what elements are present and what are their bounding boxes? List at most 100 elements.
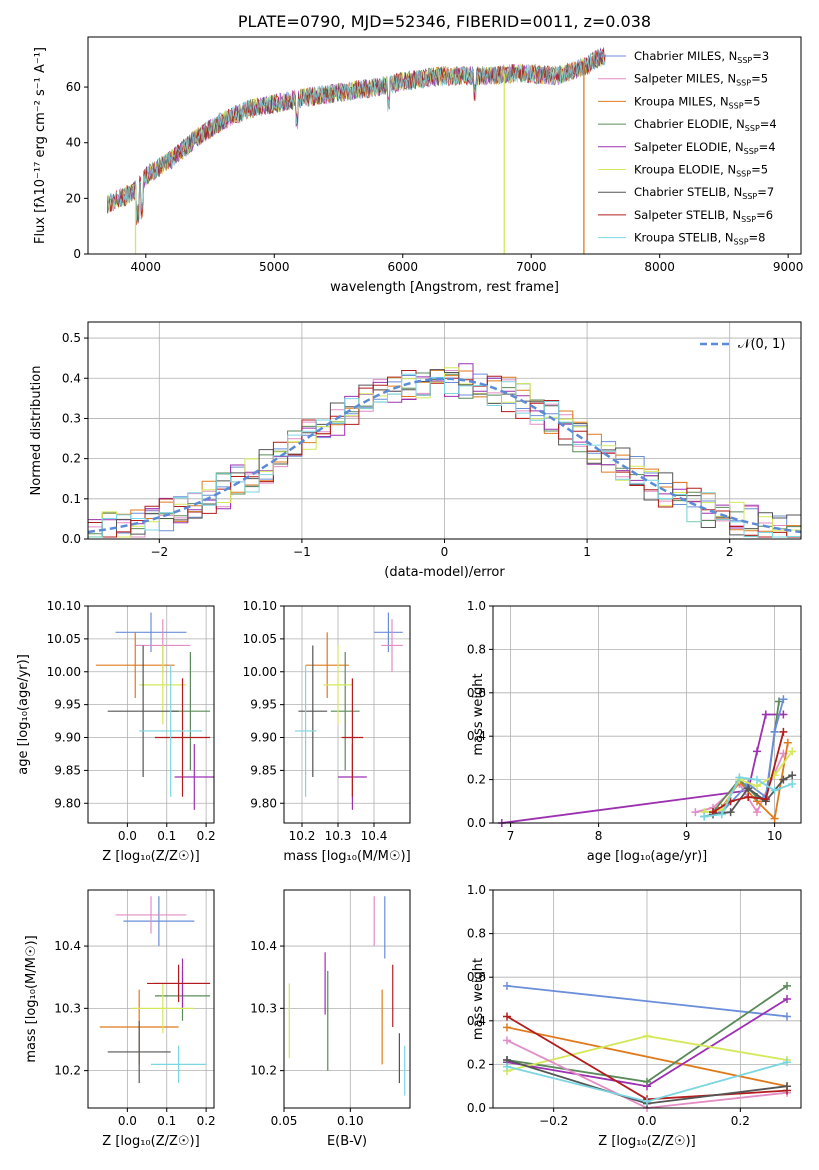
weight-marker <box>770 814 779 823</box>
weight-marker <box>770 786 779 795</box>
x-tick-label: 0.0 <box>118 829 137 843</box>
y-tick-label: 10.2 <box>250 1064 277 1078</box>
x-tick-label: 0.05 <box>271 1114 298 1128</box>
x-tick-label: 8 <box>595 829 603 843</box>
weight-marker <box>783 738 792 747</box>
y-tick-label: 10.2 <box>54 1064 81 1078</box>
spectrum-line <box>107 47 605 224</box>
y-axis-label: mass [log₁₀(M/M☉)] <box>24 935 39 1062</box>
x-tick-label: 0.2 <box>197 829 216 843</box>
mass-vs-z-axes <box>84 890 214 1112</box>
x-tick-label: 0.2 <box>197 1114 216 1128</box>
gaussian-curve <box>87 377 802 534</box>
legend-entry: Chabrier ELODIE, NSSP=4 <box>634 117 777 133</box>
x-axis-label: mass [log₁₀(M/M☉)] <box>283 849 410 864</box>
weight-marker <box>783 981 791 990</box>
y-tick-label: 0.2 <box>62 452 81 466</box>
y-tick-label: 1.0 <box>467 599 486 613</box>
spectrum-axes <box>84 86 789 258</box>
legend-entry: Kroupa STELIB, NSSP=8 <box>634 231 765 247</box>
x-tick-label: −0.2 <box>539 1114 568 1128</box>
y-tick-label: 0.3 <box>62 411 81 425</box>
x-tick-label: 0.1 <box>157 829 176 843</box>
x-tick-label: 10.4 <box>361 829 388 843</box>
axes-frame <box>492 889 802 1109</box>
weight-marker <box>761 795 770 804</box>
x-axis-label: (data-model)/error <box>384 565 505 580</box>
weight-marker <box>503 1036 511 1045</box>
y-axis-label: mass weight <box>471 958 486 1040</box>
y-tick-label: 10.4 <box>54 939 81 953</box>
y-tick-label: 0.4 <box>467 1014 486 1028</box>
weight-marker <box>503 1023 511 1032</box>
weight-marker <box>788 771 797 780</box>
weight-marker <box>744 784 753 793</box>
axes-frame <box>492 605 802 824</box>
y-tick-label: 20 <box>66 191 81 205</box>
x-tick-label: 0.0 <box>118 1114 137 1128</box>
x-tick-label: 0.0 <box>637 1114 656 1128</box>
x-tick-label: 9000 <box>773 260 804 274</box>
weight-line <box>501 713 784 824</box>
axes-frame <box>87 36 802 255</box>
x-tick-label: −1 <box>293 545 311 559</box>
weight-marker <box>735 773 744 782</box>
x-tick-label: 1 <box>583 545 591 559</box>
legend-entry: Chabrier STELIB, NSSP=7 <box>634 185 774 201</box>
axes-frame <box>87 889 215 1109</box>
histogram-series <box>88 367 801 538</box>
x-tick-label: 10.3 <box>325 829 352 843</box>
weight-vs-z-axes <box>489 889 801 1112</box>
y-tick-label: 0 <box>73 247 81 261</box>
axes-frame <box>283 889 411 1109</box>
weight-marker <box>753 747 761 756</box>
x-tick-label: 10.2 <box>289 829 316 843</box>
x-tick-label: 9 <box>683 829 691 843</box>
weight-marker <box>783 995 791 1003</box>
y-axis-label: Flux [fλ10⁻¹⁷ erg cm⁻² s⁻¹ A⁻¹] <box>33 47 48 244</box>
x-axis-label: E(B-V) <box>327 1134 367 1149</box>
axes-frame <box>87 605 215 824</box>
y-tick-label: 9.80 <box>54 796 81 810</box>
x-tick-label: 5000 <box>259 260 290 274</box>
weight-marker <box>775 697 783 706</box>
axes-frame <box>283 605 411 824</box>
x-tick-label: 0.1 <box>157 1114 176 1128</box>
weight-marker <box>744 792 753 801</box>
weight-marker <box>503 981 511 990</box>
weight-marker <box>770 727 779 736</box>
spectrum-line <box>107 50 607 221</box>
y-tick-label: 0.8 <box>467 927 486 941</box>
weight-marker <box>503 1062 511 1071</box>
y-tick-label: 0.4 <box>467 729 486 743</box>
y-tick-label: 9.95 <box>54 698 81 712</box>
y-axis-label: Normed distribution <box>29 366 44 496</box>
x-tick-label: 10 <box>767 829 782 843</box>
y-tick-label: 9.90 <box>54 731 81 745</box>
y-tick-label: 10.00 <box>243 665 277 679</box>
y-tick-label: 0.0 <box>62 532 81 546</box>
y-tick-label: 9.80 <box>250 796 277 810</box>
y-tick-label: 0.2 <box>467 773 486 787</box>
y-tick-label: 10.05 <box>47 632 81 646</box>
y-tick-label: 10.10 <box>243 599 277 613</box>
weight-marker <box>691 808 700 817</box>
y-tick-label: 10.10 <box>47 599 81 613</box>
legend-entry: Salpeter MILES, NSSP=5 <box>634 72 768 88</box>
y-tick-label: 10.05 <box>243 632 277 646</box>
legend-entry: 𝒩(0, 1) <box>738 337 785 352</box>
y-tick-label: 0.0 <box>467 816 486 830</box>
weight-marker <box>753 808 761 817</box>
weight-marker <box>779 727 788 736</box>
y-tick-label: 0.4 <box>62 371 81 385</box>
x-axis-label: wavelength [Angstrom, rest frame] <box>330 280 559 295</box>
weight-line <box>506 985 788 1018</box>
x-tick-label: 4000 <box>131 260 162 274</box>
weight-marker <box>643 1032 651 1041</box>
weight-marker <box>643 1077 651 1086</box>
y-tick-label: 0.6 <box>467 686 486 700</box>
x-axis-label: Z [log₁₀(Z/Z☉)] <box>102 1134 199 1149</box>
weight-marker <box>779 710 788 719</box>
y-tick-label: 9.90 <box>250 731 277 745</box>
